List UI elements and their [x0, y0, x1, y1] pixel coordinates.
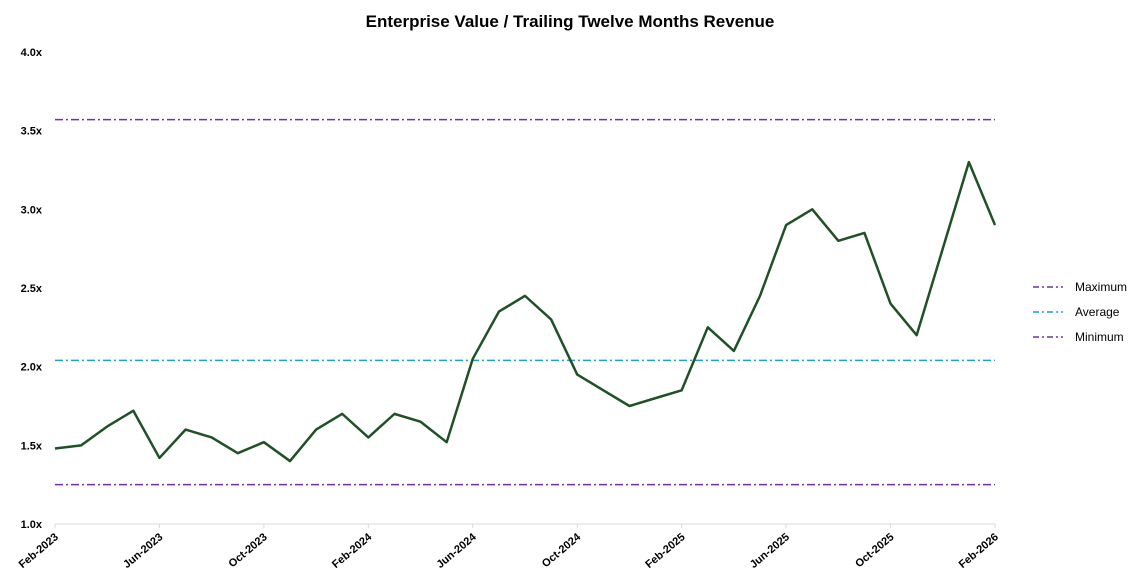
x-tick-label: Oct-2024: [540, 531, 584, 571]
x-tick-label: Jun-2024: [434, 531, 479, 571]
y-tick-label: 1.5x: [21, 440, 43, 452]
x-tick-label: Feb-2023: [17, 531, 61, 571]
y-tick-label: 1.0x: [21, 519, 43, 531]
y-tick-label: 2.0x: [21, 362, 43, 374]
x-tick-label: Jun-2025: [748, 531, 792, 571]
y-tick-label: 2.5x: [21, 283, 43, 295]
x-tick-label: Jun-2023: [121, 531, 165, 571]
y-tick-label: 3.0x: [21, 204, 43, 216]
legend-label: Minimum: [1075, 330, 1124, 344]
x-tick-label: Feb-2025: [643, 531, 687, 571]
x-tick-label: Oct-2025: [853, 531, 896, 570]
legend-label: Maximum: [1075, 280, 1127, 294]
chart-title: Enterprise Value / Trailing Twelve Month…: [366, 12, 775, 31]
legend-label: Average: [1075, 305, 1120, 319]
x-tick-label: Feb-2026: [957, 531, 1001, 571]
y-tick-label: 4.0x: [21, 47, 43, 59]
x-tick-label: Oct-2023: [226, 531, 269, 570]
series-line: [54, 160, 997, 463]
y-tick-label: 3.5x: [21, 126, 43, 138]
x-tick-label: Feb-2024: [330, 531, 375, 571]
